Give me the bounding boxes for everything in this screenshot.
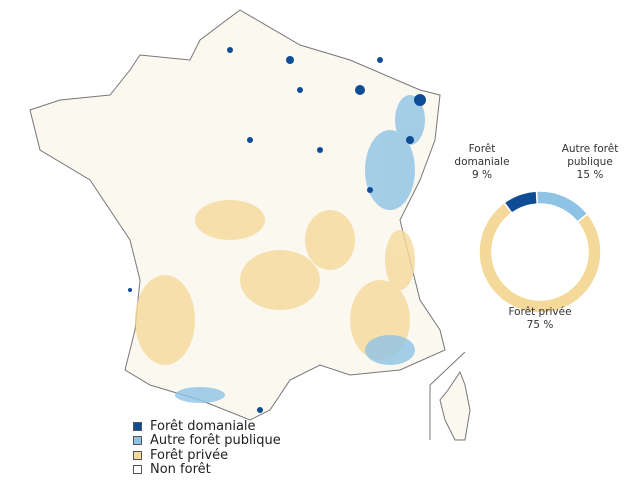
legend-swatch (133, 450, 142, 460)
donut-chart (478, 190, 602, 314)
slice-label: Forêt privée 75 % (490, 306, 590, 332)
forest-private (135, 200, 415, 365)
legend-label: Forêt domaniale (150, 418, 256, 434)
slice-label: Forêt domaniale 9 % (452, 143, 512, 182)
legend-label: Autre forêt publique (150, 433, 281, 449)
corsica-frame (429, 351, 466, 386)
forest-public (175, 95, 425, 403)
corsica (439, 370, 471, 441)
legend-item: Forêt domaniale (133, 419, 281, 434)
donut-slice (478, 201, 602, 314)
slice-value: 15 % (576, 169, 604, 181)
legend-swatch (133, 465, 142, 475)
donut-slice (535, 190, 589, 224)
legend-label: Non forêt (150, 462, 211, 478)
legend-item: Forêt privée (133, 448, 281, 463)
slice-value: 9 % (472, 169, 492, 181)
slice-name: Forêt domaniale (454, 143, 510, 168)
slice-name: Autre forêt publique (561, 143, 619, 168)
legend-swatch (133, 436, 142, 446)
slice-value: 75 % (526, 319, 554, 331)
slice-name: Forêt privée (508, 306, 572, 318)
legend: Forêt domaniale Autre forêt publique Forêt… (133, 419, 281, 477)
forest-state (128, 47, 426, 413)
legend-swatch (133, 421, 142, 431)
slice-label: Autre forêt publique 15 % (554, 143, 626, 182)
legend-item: Non forêt (133, 462, 281, 478)
legend-label: Forêt privée (150, 447, 229, 463)
legend-item: Autre forêt publique (133, 433, 281, 449)
